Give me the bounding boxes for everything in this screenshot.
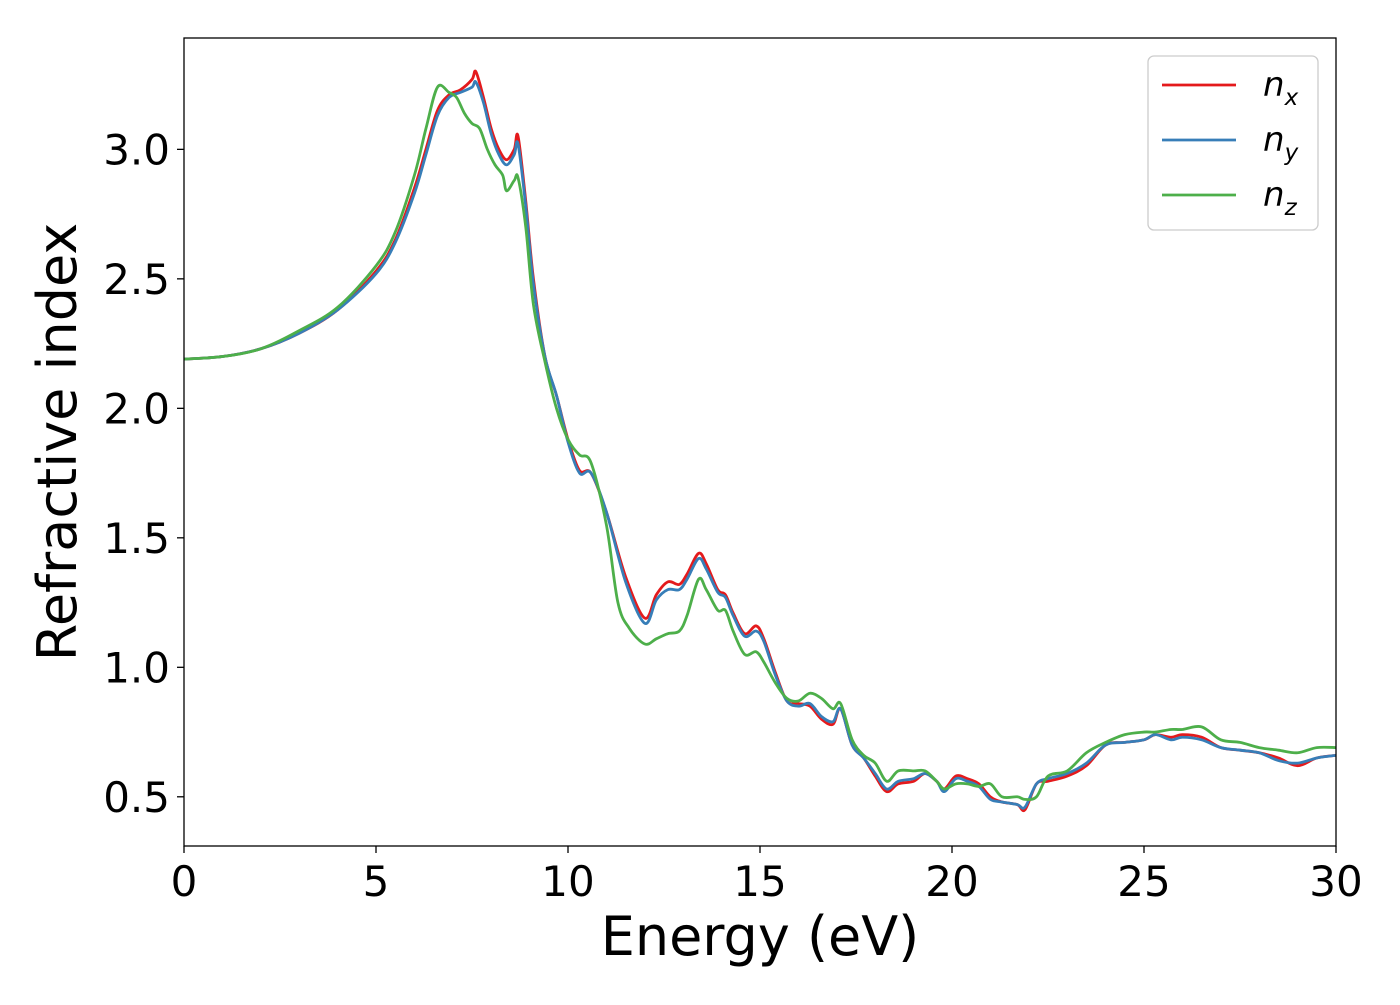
series-line-n-y [184,80,1336,810]
x-tick-label: 20 [925,857,978,906]
y-tick-label: 3.0 [103,125,170,174]
y-tick-label: 0.5 [103,773,170,822]
y-tick-label: 2.5 [103,255,170,304]
x-tick-label: 5 [363,857,390,906]
legend-label-y: ny [1263,120,1299,166]
y-tick-label: 1.5 [103,514,170,563]
series-layer [184,69,1336,812]
y-axis-title: Refractive index [26,223,89,662]
y-tick-label: 1.0 [103,643,170,692]
legend-label-z: nz [1263,175,1298,221]
y-tick-label: 2.0 [103,384,170,433]
x-tick-label: 10 [541,857,594,906]
x-tick-label: 0 [171,857,198,906]
x-tick-label: 15 [733,857,786,906]
x-axis-title: Energy (eV) [601,905,920,968]
axes-layer: 0 5 10 15 20 25 30 0.5 1.0 1.5 2.0 2.5 3.0 Energy (eV… [26,37,1363,968]
series-line-n-z [184,83,1336,801]
x-tick-label: 25 [1117,857,1170,906]
legend-frame [1147,55,1319,231]
x-tick-label: 30 [1309,857,1362,906]
legend-label-x: nx [1263,65,1299,111]
legend: nx ny nz [1147,55,1319,231]
